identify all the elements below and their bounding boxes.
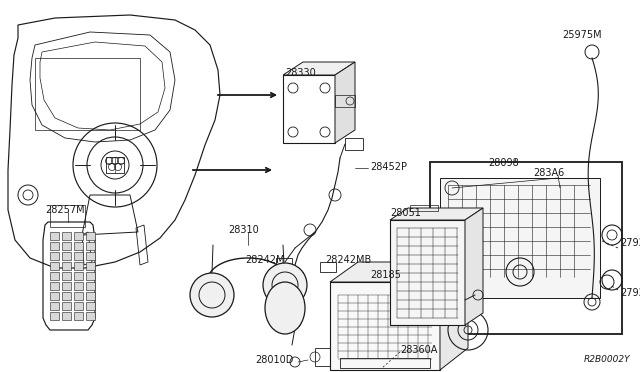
Text: R2B0002Y: R2B0002Y bbox=[584, 355, 630, 364]
Polygon shape bbox=[465, 208, 483, 325]
Bar bbox=[50, 272, 59, 280]
Text: 28242MB: 28242MB bbox=[325, 255, 371, 265]
Text: 27923: 27923 bbox=[620, 238, 640, 248]
Text: 28051: 28051 bbox=[390, 208, 421, 218]
Bar bbox=[330, 282, 440, 370]
Bar bbox=[74, 272, 83, 280]
Polygon shape bbox=[440, 262, 468, 370]
Bar bbox=[86, 292, 95, 300]
Bar bbox=[50, 292, 59, 300]
Polygon shape bbox=[335, 62, 355, 143]
Ellipse shape bbox=[263, 263, 307, 307]
Text: 27923: 27923 bbox=[620, 288, 640, 298]
Bar bbox=[62, 232, 71, 240]
Bar bbox=[86, 272, 95, 280]
Bar bbox=[50, 232, 59, 240]
Bar bbox=[62, 292, 71, 300]
Bar bbox=[74, 292, 83, 300]
Bar bbox=[410, 205, 438, 211]
Polygon shape bbox=[330, 262, 468, 282]
Bar bbox=[86, 262, 95, 270]
Bar bbox=[86, 242, 95, 250]
Text: 28010D: 28010D bbox=[255, 355, 293, 365]
Bar bbox=[50, 282, 59, 290]
Bar bbox=[74, 302, 83, 310]
Bar bbox=[62, 252, 71, 260]
Bar bbox=[50, 242, 59, 250]
Bar bbox=[276, 258, 292, 268]
Bar bbox=[74, 242, 83, 250]
Text: 283A6: 283A6 bbox=[533, 168, 564, 178]
Bar bbox=[293, 272, 303, 279]
Bar bbox=[50, 262, 59, 270]
Text: 28257M: 28257M bbox=[45, 205, 84, 215]
Bar bbox=[106, 157, 124, 173]
Bar bbox=[86, 302, 95, 310]
Bar bbox=[35, 58, 140, 130]
Bar bbox=[430, 162, 622, 334]
Bar bbox=[50, 312, 59, 320]
Text: 28330: 28330 bbox=[285, 68, 316, 78]
Bar bbox=[390, 220, 465, 325]
Bar bbox=[74, 232, 83, 240]
Polygon shape bbox=[390, 208, 483, 220]
Bar bbox=[62, 282, 71, 290]
Bar bbox=[283, 75, 335, 143]
Ellipse shape bbox=[190, 273, 234, 317]
Bar bbox=[50, 302, 59, 310]
Bar bbox=[74, 312, 83, 320]
Bar bbox=[86, 232, 95, 240]
Polygon shape bbox=[440, 178, 600, 298]
Bar bbox=[62, 302, 71, 310]
Bar bbox=[86, 312, 95, 320]
Text: 28242M: 28242M bbox=[245, 255, 285, 265]
Bar bbox=[86, 252, 95, 260]
Bar bbox=[320, 262, 336, 272]
Ellipse shape bbox=[265, 282, 305, 334]
Bar bbox=[74, 282, 83, 290]
Bar bbox=[62, 262, 71, 270]
Text: 28310: 28310 bbox=[228, 225, 259, 235]
Bar bbox=[315, 348, 330, 366]
Bar bbox=[86, 282, 95, 290]
Bar bbox=[335, 95, 355, 107]
Text: 28360A: 28360A bbox=[400, 345, 437, 355]
Bar bbox=[62, 242, 71, 250]
Bar bbox=[62, 312, 71, 320]
Text: 28098: 28098 bbox=[488, 158, 519, 168]
Bar bbox=[74, 262, 83, 270]
Text: 25975M: 25975M bbox=[562, 30, 602, 40]
Bar bbox=[50, 252, 59, 260]
Text: 28185: 28185 bbox=[370, 270, 401, 280]
Text: 28452P: 28452P bbox=[370, 162, 407, 172]
Bar bbox=[50, 205, 85, 227]
Bar bbox=[62, 272, 71, 280]
Bar bbox=[345, 138, 363, 150]
Bar bbox=[74, 252, 83, 260]
Bar bbox=[340, 358, 430, 368]
Polygon shape bbox=[283, 62, 355, 75]
